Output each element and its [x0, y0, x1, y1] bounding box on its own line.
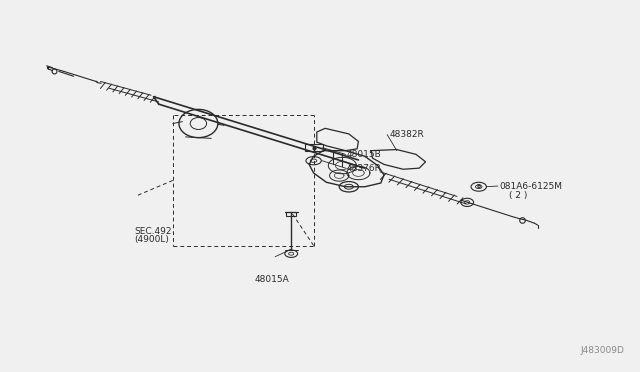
Text: 48376R: 48376R	[347, 164, 381, 173]
Text: 48015A: 48015A	[255, 275, 289, 284]
Text: 48015B: 48015B	[347, 150, 381, 159]
Text: ( 2 ): ( 2 )	[509, 191, 527, 200]
Text: B: B	[477, 184, 481, 189]
Text: (4900L): (4900L)	[134, 235, 169, 244]
Text: J483009D: J483009D	[580, 346, 624, 355]
Text: 081A6-6125M: 081A6-6125M	[499, 182, 562, 190]
Text: SEC.492: SEC.492	[134, 227, 172, 236]
Text: 48382R: 48382R	[389, 130, 424, 139]
